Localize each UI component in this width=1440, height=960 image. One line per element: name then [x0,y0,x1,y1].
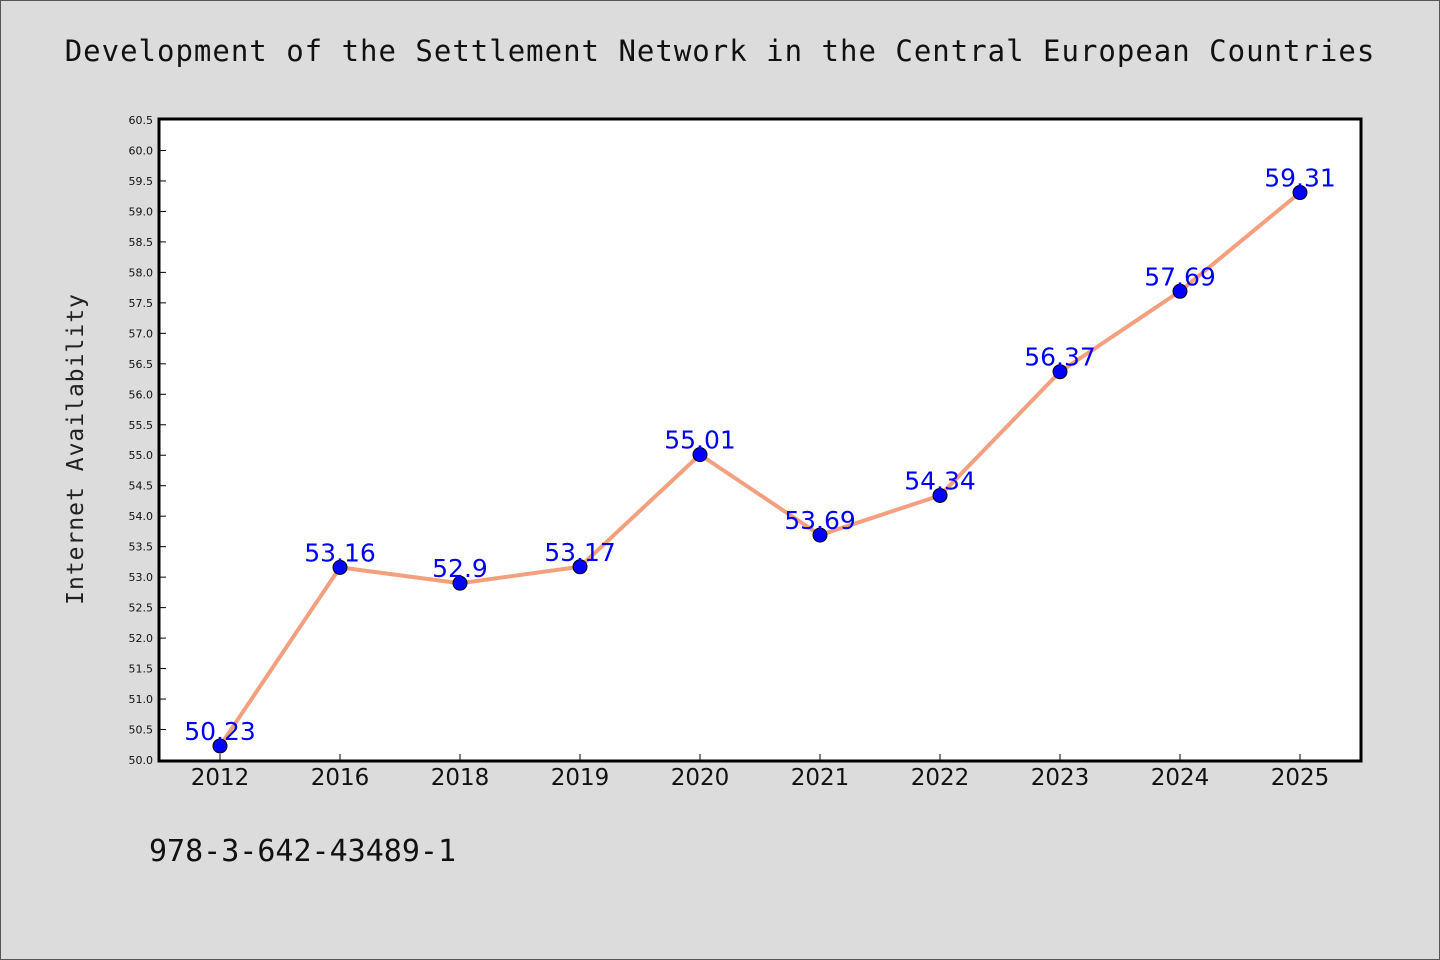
data-point [1292,185,1308,201]
y-tick-label: 54.5 [129,480,154,493]
y-tick-label: 52.0 [129,632,154,645]
y-tick-label: 58.5 [129,236,154,249]
y-tick-label: 53.0 [129,571,154,584]
plot-frame [157,117,1363,763]
x-tick-label: 2016 [311,765,370,791]
x-tick-label: 2020 [671,765,730,791]
data-label: 55.01 [664,426,736,455]
y-axis-ticks: 50.0 50.5 51.0 51.5 52.0 52.5 53.0 53.5 54.0 54.5… [129,114,166,767]
y-tick-label: 51.0 [129,693,154,706]
x-tick-label: 2019 [551,765,610,791]
y-tick-label: 57.5 [129,297,154,310]
y-tick-label: 55.0 [129,449,154,462]
x-axis-ticks: 2012 2016 2018 2019 2020 2021 2022 2023 2024 2025 [191,754,1330,791]
data-point [452,575,468,591]
series-line [218,190,1302,748]
y-tick-label: 50.5 [129,724,154,737]
y-tick-label: 56.0 [129,388,154,401]
data-label: 50.23 [184,717,256,746]
x-tick-label: 2021 [791,765,850,791]
data-point [812,527,828,543]
data-point [692,447,708,463]
x-tick-label: 2025 [1271,765,1330,791]
data-point [1052,364,1068,380]
data-label: 56.37 [1024,343,1096,372]
data-label: 53.17 [544,538,616,567]
y-tick-label: 60.5 [129,114,154,127]
data-point [572,559,588,575]
data-label: 59.31 [1264,164,1336,193]
x-tick-label: 2024 [1151,765,1210,791]
y-tick-label: 57.0 [129,327,154,340]
data-label: 52.9 [432,554,488,583]
x-tick-label: 2023 [1031,765,1090,791]
data-label: 57.69 [1144,262,1216,291]
series-layer [212,185,1308,754]
x-tick-label: 2012 [191,765,250,791]
y-tick-label: 59.5 [129,175,154,188]
y-tick-label: 50.0 [129,754,154,767]
x-tick-label: 2018 [431,765,490,791]
y-tick-label: 54.0 [129,510,154,523]
y-tick-label: 55.5 [129,419,154,432]
data-point [932,487,948,503]
y-tick-label: 58.0 [129,266,154,279]
data-point [332,559,348,575]
data-point [212,738,228,754]
data-label: 54.34 [904,466,976,495]
y-tick-label: 51.5 [129,663,154,676]
data-label: 53.69 [784,506,856,535]
y-tick-label: 52.5 [129,602,154,615]
y-tick-label: 60.0 [129,144,154,157]
y-tick-label: 56.5 [129,358,154,371]
data-point [1172,283,1188,299]
y-tick-label: 53.5 [129,541,154,554]
chart-title: Development of the Settlement Network in… [64,34,1376,68]
footnote-isbn: 978-3-642-43489-1 [149,834,457,869]
data-label: 53.16 [304,538,376,567]
x-tick-label: 2022 [911,765,970,791]
y-tick-label: 59.0 [129,205,154,218]
plot-area [159,119,1361,761]
data-labels: 50.23 53.16 52.9 53.17 55.01 53.69 54.34 56.37 5… [184,164,1336,746]
